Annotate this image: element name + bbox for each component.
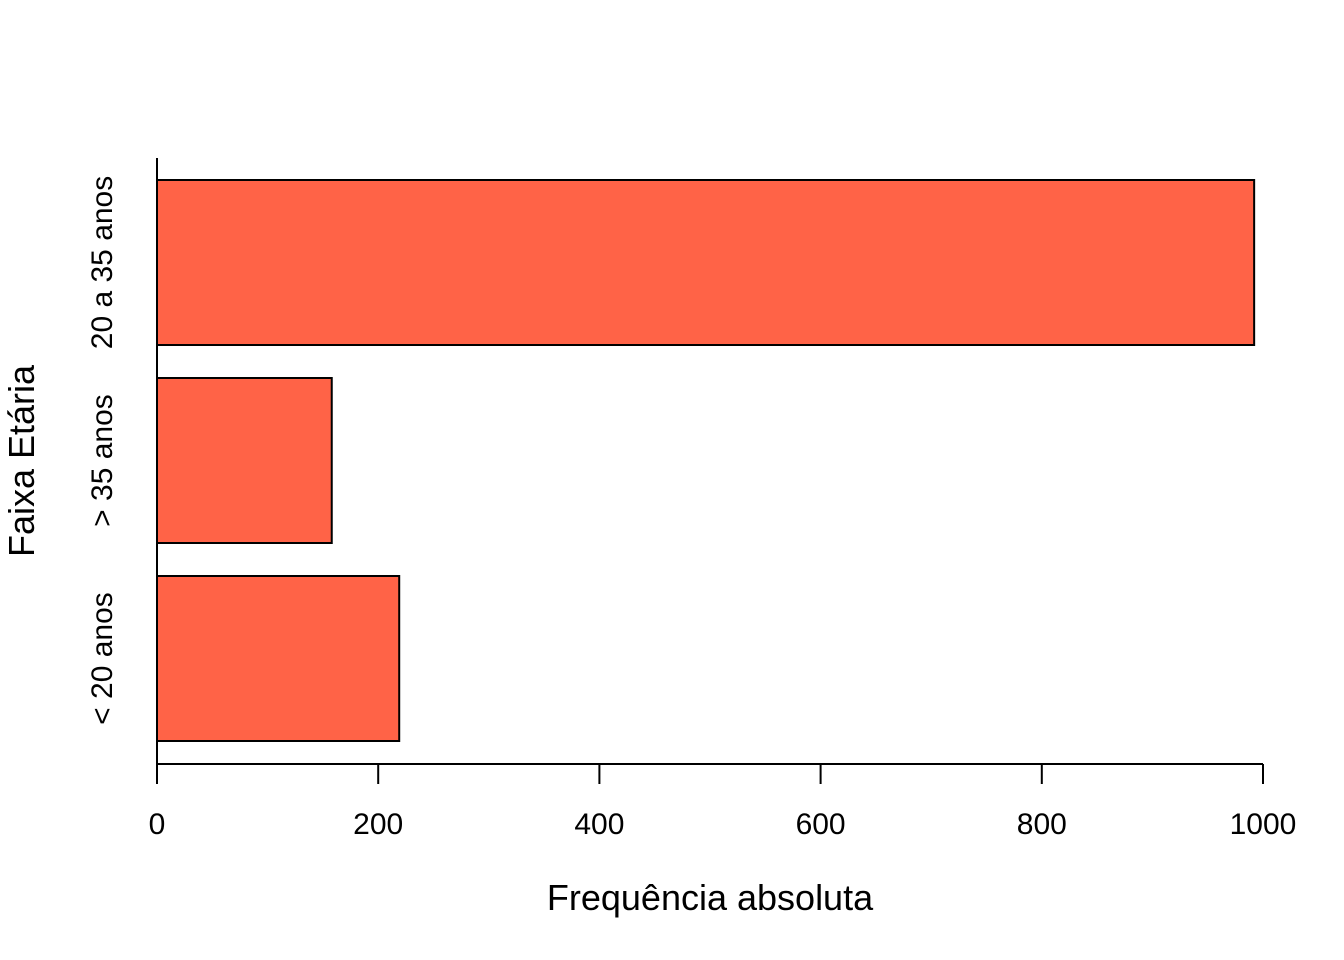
category-label-2: 20 a 35 anos [86, 176, 119, 349]
category-label-0: < 20 anos [86, 592, 119, 725]
bar-1 [156, 377, 333, 544]
bar-2 [156, 179, 1256, 346]
x-tick-label-4: 800 [1017, 808, 1067, 841]
x-axis-title: Frequência absoluta [547, 877, 874, 918]
y-axis-title: Faixa Etária [1, 364, 42, 557]
x-tick-label-3: 600 [796, 808, 846, 841]
axes-group [156, 158, 1263, 765]
x-tick-label-2: 400 [574, 808, 624, 841]
category-labels-group: < 20 anos > 35 anos 20 a 35 anos [86, 176, 119, 725]
x-tick-label-0: 0 [149, 808, 166, 841]
bars-group [156, 179, 1256, 742]
x-tick-label-1: 200 [353, 808, 403, 841]
x-ticks-group: 0 200 400 600 800 1000 [149, 764, 1297, 841]
category-label-1: > 35 anos [86, 394, 119, 527]
bar-0 [156, 575, 401, 742]
x-tick-label-5: 1000 [1230, 808, 1297, 841]
